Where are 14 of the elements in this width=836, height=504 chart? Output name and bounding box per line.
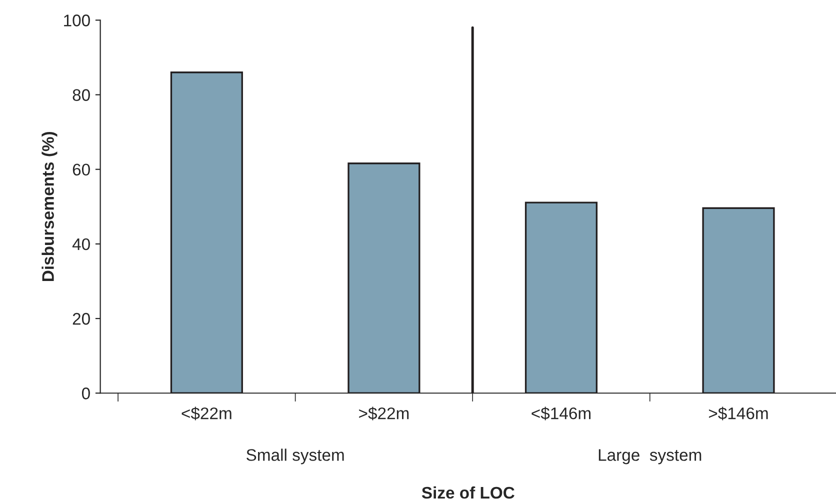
y-tick-label: 60 — [72, 164, 90, 176]
y-tick-label: 0 — [82, 388, 90, 400]
y-axis-title: Disbursements (%) — [42, 132, 58, 281]
y-tick-label: 80 — [72, 89, 90, 101]
text: Large system — [598, 449, 702, 464]
y-tick-label: 100 — [64, 14, 90, 26]
x-axis-title: Size of LOC — [422, 486, 514, 499]
y-tick-label: 40 — [72, 238, 90, 250]
y-tick-label: 20 — [72, 312, 90, 325]
text: Small system — [246, 448, 344, 464]
x-tick-label: >$146m — [708, 406, 768, 420]
x-tick-label: <$146m — [532, 406, 590, 420]
x-tick-label: >$22m — [359, 406, 409, 420]
x-tick-label: <$22m — [182, 406, 232, 420]
